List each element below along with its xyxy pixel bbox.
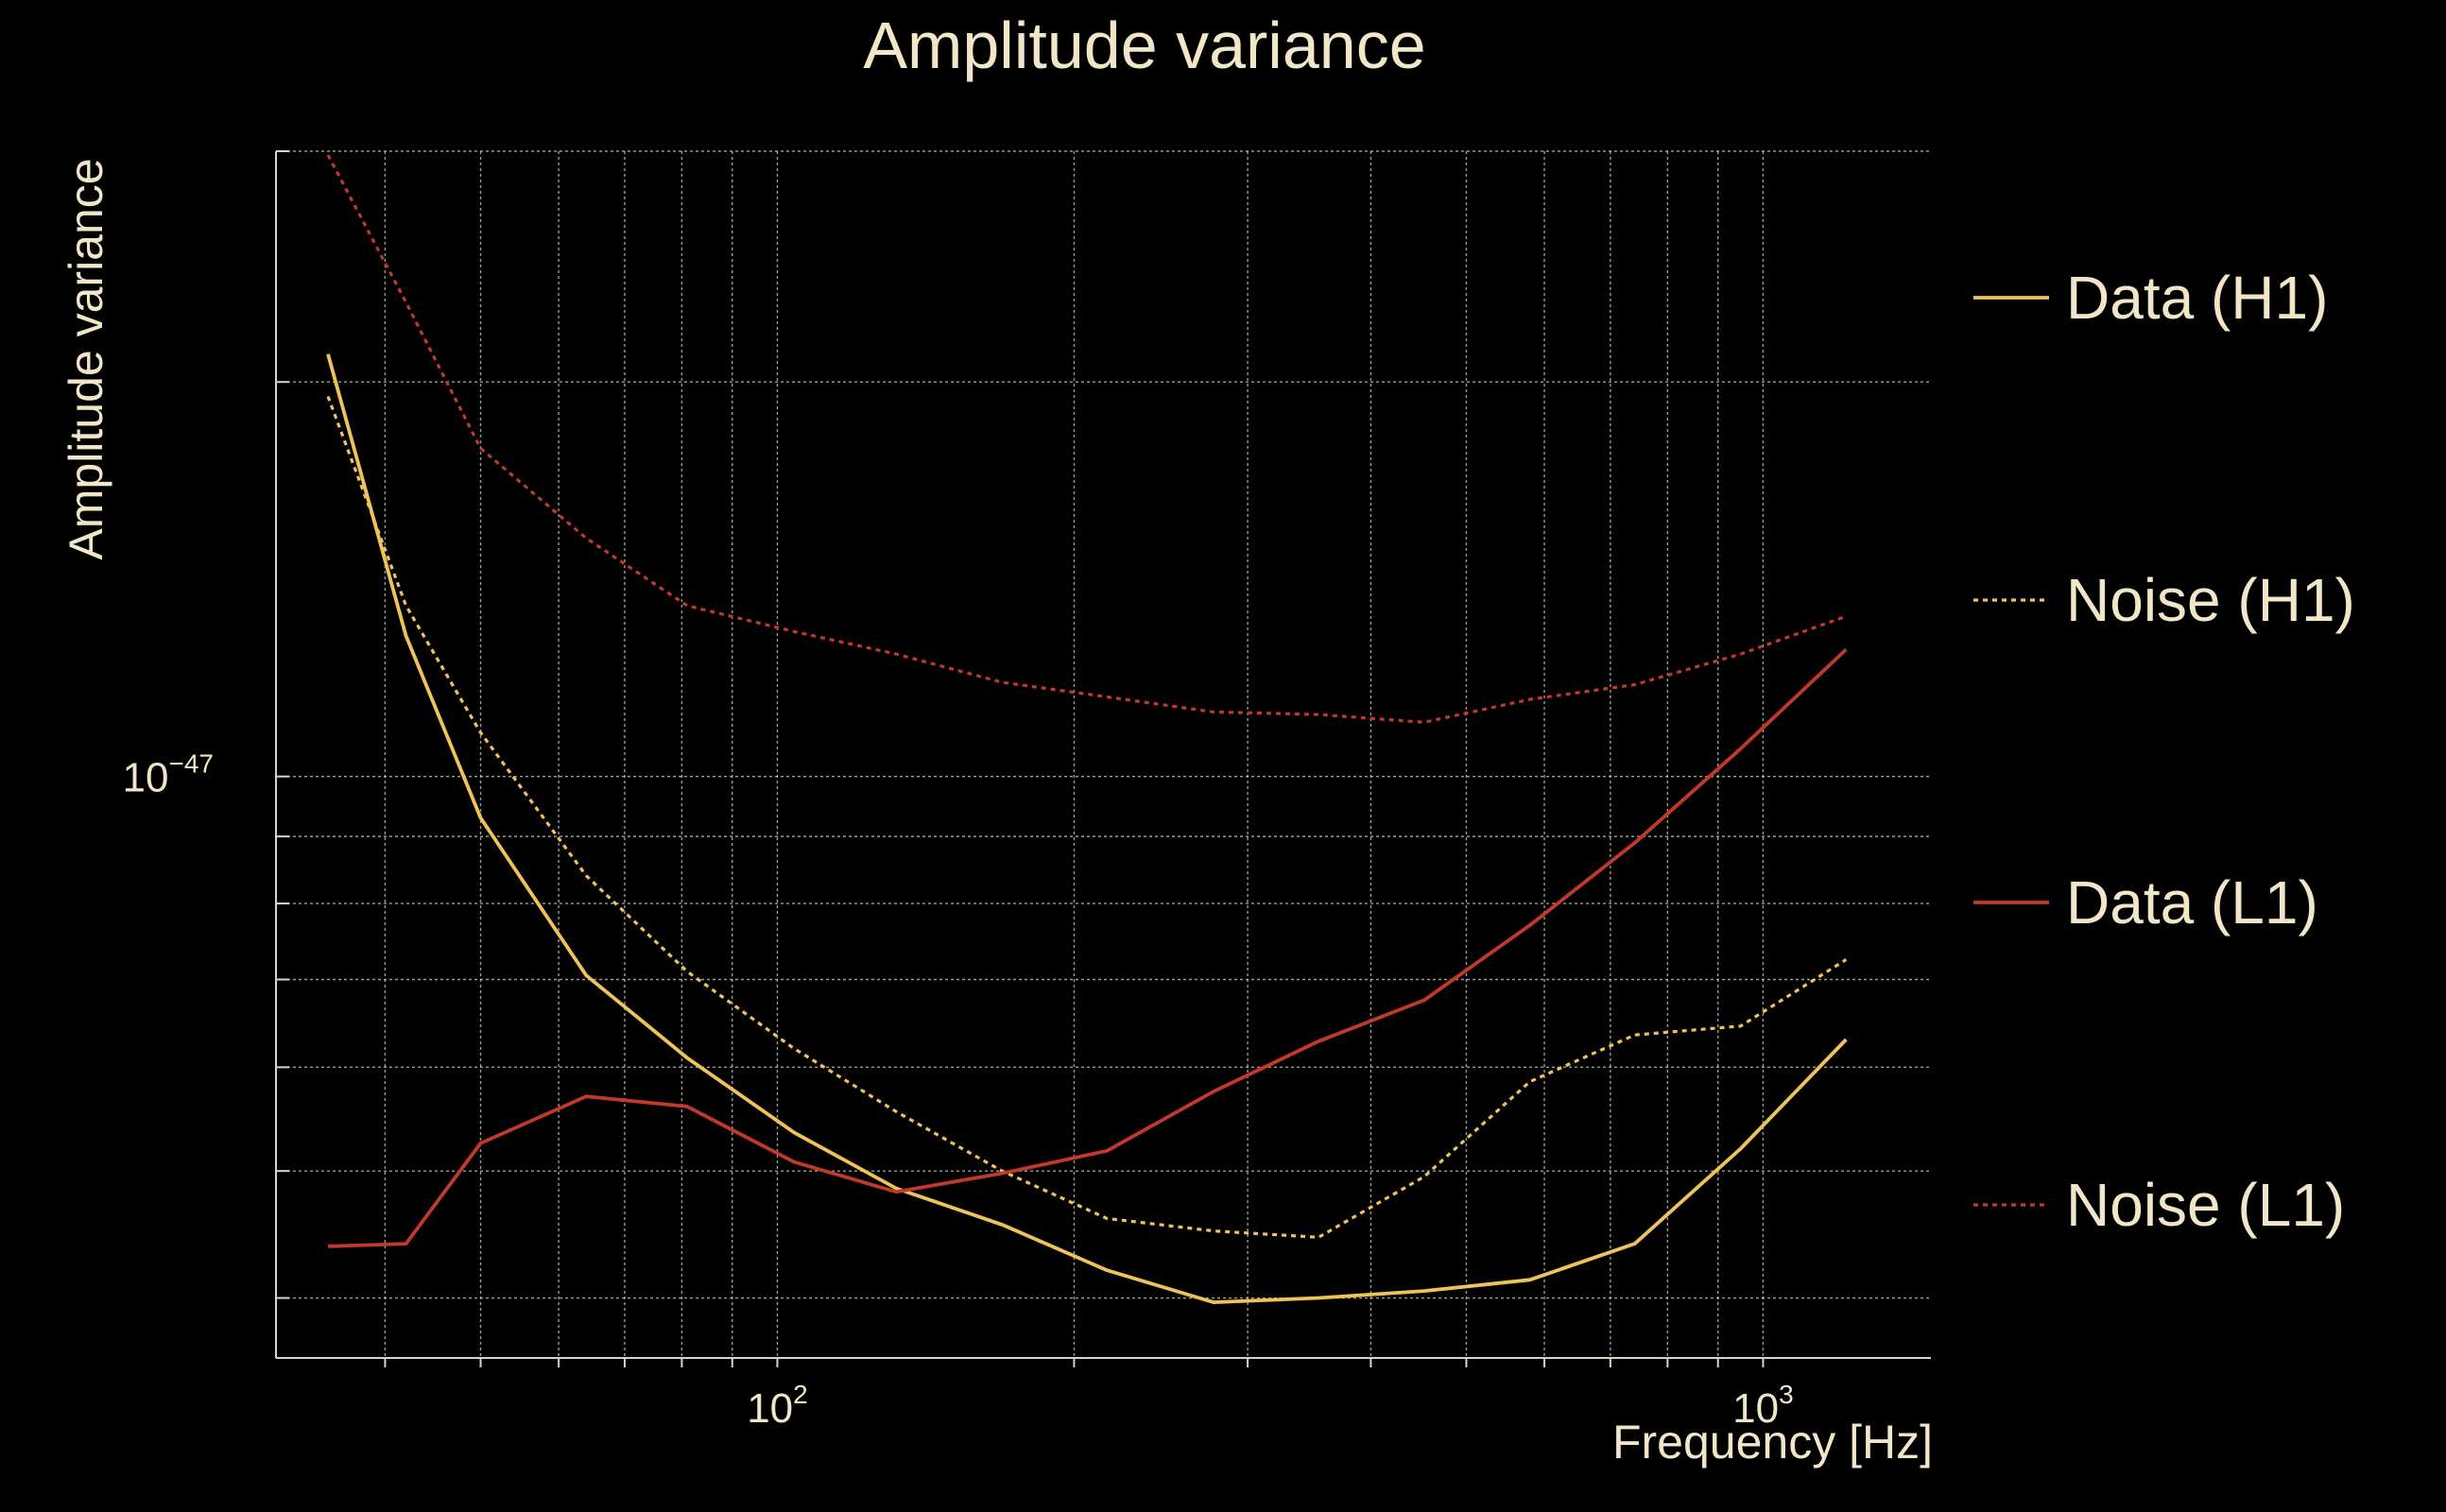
y-axis-label: Amplitude variance bbox=[60, 158, 112, 559]
legend: Data (H1) Noise (H1) Data (L1) Noise (L1) bbox=[1973, 264, 2355, 1239]
chart-title: Amplitude variance bbox=[863, 9, 1425, 82]
legend-label: Noise (H1) bbox=[2066, 566, 2355, 634]
x-axis-label: Frequency [Hz] bbox=[1612, 1416, 1933, 1469]
x-tick-label: 103 bbox=[1732, 1380, 1794, 1432]
series-lines bbox=[326, 154, 1848, 1304]
series-line-data-h1 bbox=[326, 353, 1848, 1304]
series-line-noise-l1 bbox=[326, 154, 1847, 724]
axes bbox=[275, 150, 1931, 1367]
series-line-noise-h1 bbox=[326, 395, 1848, 1239]
tick-labels: 102 103 10−47 bbox=[123, 749, 1794, 1432]
legend-label: Data (H1) bbox=[2066, 264, 2328, 332]
y-tick-label: 10−47 bbox=[123, 749, 214, 801]
series-line-data-l1 bbox=[327, 647, 1848, 1248]
legend-label: Noise (L1) bbox=[2066, 1171, 2345, 1239]
x-tick-label: 102 bbox=[747, 1380, 808, 1432]
legend-label: Data (L1) bbox=[2066, 868, 2318, 936]
grid-lines bbox=[276, 150, 1931, 1358]
